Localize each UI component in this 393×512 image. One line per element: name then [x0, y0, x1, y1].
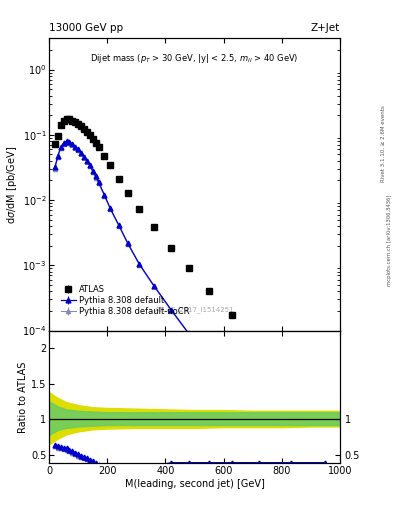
Text: Rivet 3.1.10, ≥ 2.6M events: Rivet 3.1.10, ≥ 2.6M events: [381, 105, 386, 182]
X-axis label: M(leading, second jet) [GeV]: M(leading, second jet) [GeV]: [125, 479, 264, 489]
Text: 13000 GeV pp: 13000 GeV pp: [49, 23, 123, 33]
Text: Dijet mass ($\mathit{p_T}$ > 30 GeV, |y| < 2.5, $\mathit{m_{ll}}$ > 40 GeV): Dijet mass ($\mathit{p_T}$ > 30 GeV, |y|…: [90, 52, 299, 65]
Text: mcplots.cern.ch [arXiv:1306.3436]: mcplots.cern.ch [arXiv:1306.3436]: [387, 195, 391, 286]
Text: ATLAS_2017_I1514251: ATLAS_2017_I1514251: [155, 306, 234, 313]
Legend: ATLAS, Pythia 8.308 default, Pythia 8.308 default-noCR: ATLAS, Pythia 8.308 default, Pythia 8.30…: [59, 283, 191, 317]
Y-axis label: Ratio to ATLAS: Ratio to ATLAS: [18, 361, 28, 433]
Text: Z+Jet: Z+Jet: [311, 23, 340, 33]
Y-axis label: d$\sigma$/dM [pb/GeV]: d$\sigma$/dM [pb/GeV]: [6, 145, 19, 224]
